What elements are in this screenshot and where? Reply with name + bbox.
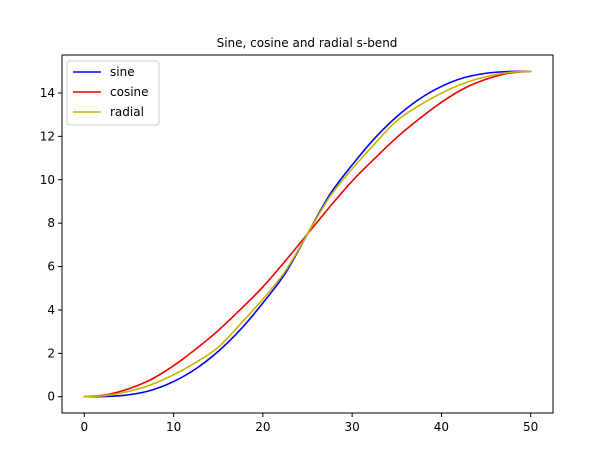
legend: sine cosine radial [66, 60, 160, 126]
x-tick-label: 40 [434, 420, 449, 434]
y-tick-label: 0 [47, 390, 55, 404]
series-line-radial [83, 70, 532, 398]
chart-title: Sine, cosine and radial s-bend [217, 36, 398, 50]
legend-label-radial: radial [110, 105, 144, 119]
y-axis: 0 2 4 6 8 10 12 14 [40, 86, 62, 404]
legend-label-cosine: cosine [110, 85, 149, 99]
x-tick-label: 10 [166, 420, 181, 434]
x-tick-label: 30 [344, 420, 359, 434]
x-axis: 0 10 20 30 40 50 [80, 413, 538, 434]
y-tick-label: 4 [47, 303, 55, 317]
legend-box [66, 60, 160, 126]
y-tick-label: 10 [40, 173, 55, 187]
x-tick-label: 0 [80, 420, 88, 434]
legend-label-sine: sine [110, 65, 135, 79]
y-tick-label: 8 [47, 216, 55, 230]
x-tick-label: 50 [523, 420, 538, 434]
y-tick-label: 14 [40, 86, 55, 100]
y-tick-label: 6 [47, 260, 55, 274]
series-layer [83, 70, 532, 398]
y-tick-label: 2 [47, 346, 55, 360]
x-tick-label: 20 [255, 420, 270, 434]
y-tick-label: 12 [40, 129, 55, 143]
